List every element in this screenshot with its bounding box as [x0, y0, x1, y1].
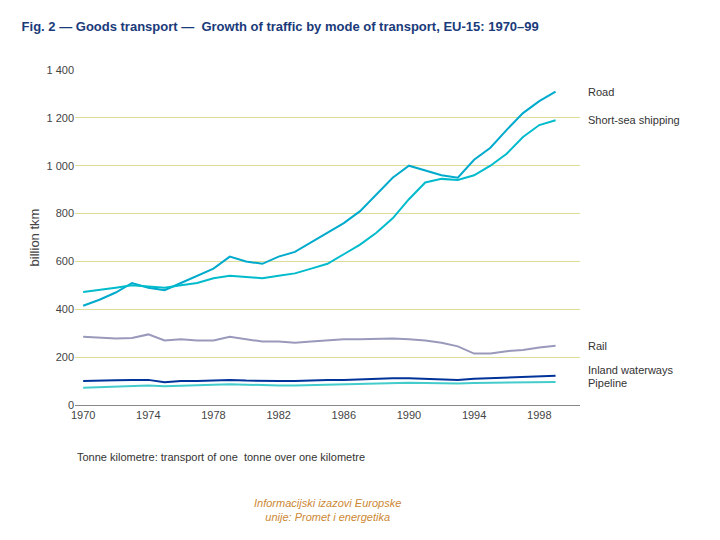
svg-text:200: 200: [56, 351, 74, 363]
svg-text:1986: 1986: [332, 409, 356, 421]
svg-text:Road: Road: [588, 86, 614, 98]
svg-text:Inland waterways: Inland waterways: [588, 364, 673, 376]
svg-text:billion tkm: billion tkm: [27, 209, 42, 267]
svg-text:1994: 1994: [462, 409, 486, 421]
svg-text:1974: 1974: [136, 409, 160, 421]
svg-text:1 200: 1 200: [46, 112, 74, 124]
svg-text:1970: 1970: [71, 409, 95, 421]
svg-text:1982: 1982: [266, 409, 290, 421]
svg-text:400: 400: [56, 303, 74, 315]
svg-text:1 400: 1 400: [46, 64, 74, 76]
svg-text:1978: 1978: [201, 409, 225, 421]
svg-text:1998: 1998: [527, 409, 551, 421]
svg-text:800: 800: [56, 207, 74, 219]
svg-text:Rail: Rail: [588, 340, 607, 352]
svg-text:Tonne kilometre: transport of: Tonne kilometre: transport of one tonne …: [77, 451, 365, 463]
svg-text:Short-sea shipping: Short-sea shipping: [588, 114, 680, 126]
svg-text:Informacijski izazovi Europske: Informacijski izazovi Europskeunije: Pro…: [254, 497, 401, 523]
svg-text:1990: 1990: [397, 409, 421, 421]
svg-text:Fig. 2 — Goods transport — Gr: Fig. 2 — Goods transport — Growth of tra…: [22, 19, 539, 34]
svg-text:1 000: 1 000: [46, 160, 74, 172]
svg-text:600: 600: [56, 255, 74, 267]
svg-text:0: 0: [68, 399, 74, 411]
svg-text:Pipeline: Pipeline: [588, 377, 627, 389]
